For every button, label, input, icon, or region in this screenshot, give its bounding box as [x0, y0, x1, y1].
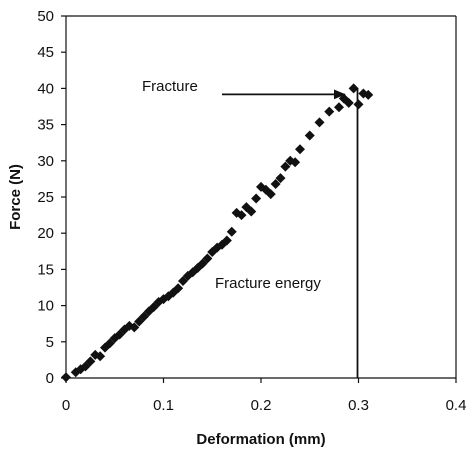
data-point	[251, 193, 262, 204]
axes	[65, 15, 457, 379]
fracture-energy-label: Fracture energy	[215, 275, 321, 292]
y-tick-label: 50	[37, 8, 54, 25]
y-ticks: 0 5 10 15 20 25 30 35 40 45 50	[37, 8, 66, 387]
x-tick-label: 0.4	[446, 397, 467, 414]
fracture-label: Fracture	[142, 78, 198, 95]
y-tick-label: 20	[37, 225, 54, 242]
y-tick-label: 5	[46, 334, 54, 351]
data-point	[270, 178, 281, 189]
x-tick-label: 0.2	[251, 397, 272, 414]
data-point	[85, 356, 96, 367]
data-point	[348, 83, 359, 94]
y-tick-label: 10	[37, 298, 54, 315]
y-axis-title: Force (N)	[7, 164, 24, 230]
data-point	[221, 235, 232, 246]
data-point	[304, 130, 315, 141]
data-point	[353, 99, 364, 110]
data-point	[280, 161, 291, 172]
y-tick-label: 45	[37, 44, 54, 61]
data-point	[173, 283, 184, 294]
y-tick-label: 15	[37, 261, 54, 278]
x-ticks: 0 0.1 0.2 0.3 0.4	[62, 378, 467, 414]
x-axis-title: Deformation (mm)	[196, 431, 325, 448]
data-point	[61, 372, 71, 383]
data-point	[226, 226, 237, 237]
data-point	[202, 253, 213, 264]
data-point	[236, 210, 247, 221]
annotations: Fracture Fracture energy	[142, 78, 359, 378]
data-point	[295, 144, 305, 155]
data-point	[363, 89, 374, 100]
data-point	[275, 173, 286, 184]
y-tick-label: 25	[37, 189, 54, 206]
x-tick-label: 0	[62, 397, 70, 414]
data-point	[343, 97, 354, 108]
data-points	[61, 83, 374, 383]
data-point	[324, 106, 335, 117]
y-tick-label: 35	[37, 117, 54, 134]
data-point	[290, 157, 301, 168]
y-tick-label: 40	[37, 80, 54, 97]
y-tick-label: 0	[46, 370, 54, 387]
data-point	[129, 322, 140, 333]
y-tick-label: 30	[37, 153, 54, 170]
data-point	[314, 117, 325, 128]
data-point	[95, 351, 106, 362]
x-tick-label: 0.1	[153, 397, 174, 414]
data-point	[265, 189, 276, 200]
data-point	[246, 206, 257, 217]
data-point	[334, 102, 344, 113]
x-tick-label: 0.3	[348, 397, 369, 414]
